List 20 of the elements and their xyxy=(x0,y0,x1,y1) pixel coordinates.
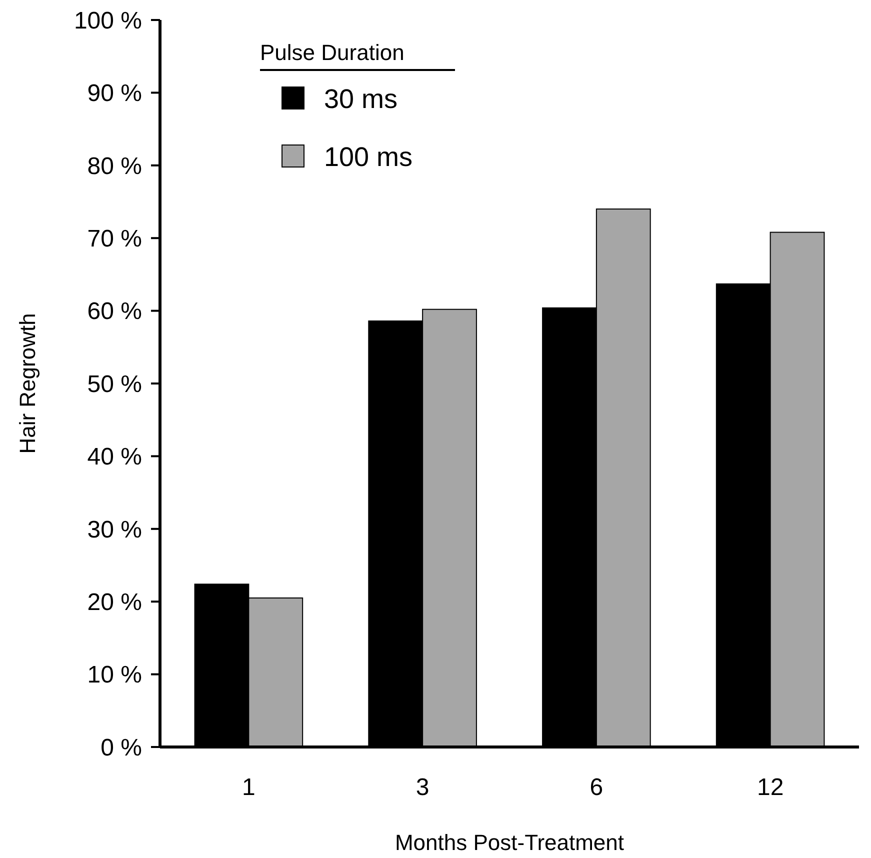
y-tick-label: 0 % xyxy=(100,734,142,762)
x-tick-label: 3 xyxy=(416,774,430,801)
legend-label: 100 ms xyxy=(324,142,413,172)
x-tick-label: 1 xyxy=(242,774,256,801)
y-tick-label: 30 % xyxy=(87,516,142,544)
x-tick-label: 12 xyxy=(756,774,784,801)
y-tick-label: 40 % xyxy=(87,444,142,471)
x-axis-title: Months Post-Treatment xyxy=(394,830,624,855)
y-tick-label: 10 % xyxy=(87,662,142,689)
legend-label: 30 ms xyxy=(324,84,398,114)
y-tick-label: 20 % xyxy=(87,589,142,616)
y-tick-label: 100 % xyxy=(74,7,142,34)
y-tick-label: 60 % xyxy=(87,298,142,326)
legend-title: Pulse Duration xyxy=(260,40,404,65)
y-axis-title: Hair Regrowth xyxy=(15,313,40,454)
y-tick-label: 90 % xyxy=(87,80,142,108)
x-tick-label: 6 xyxy=(590,774,604,801)
y-tick-label: 70 % xyxy=(87,226,142,252)
y-tick-label: 80 % xyxy=(87,152,142,180)
y-tick-label: 50 % xyxy=(87,370,142,398)
